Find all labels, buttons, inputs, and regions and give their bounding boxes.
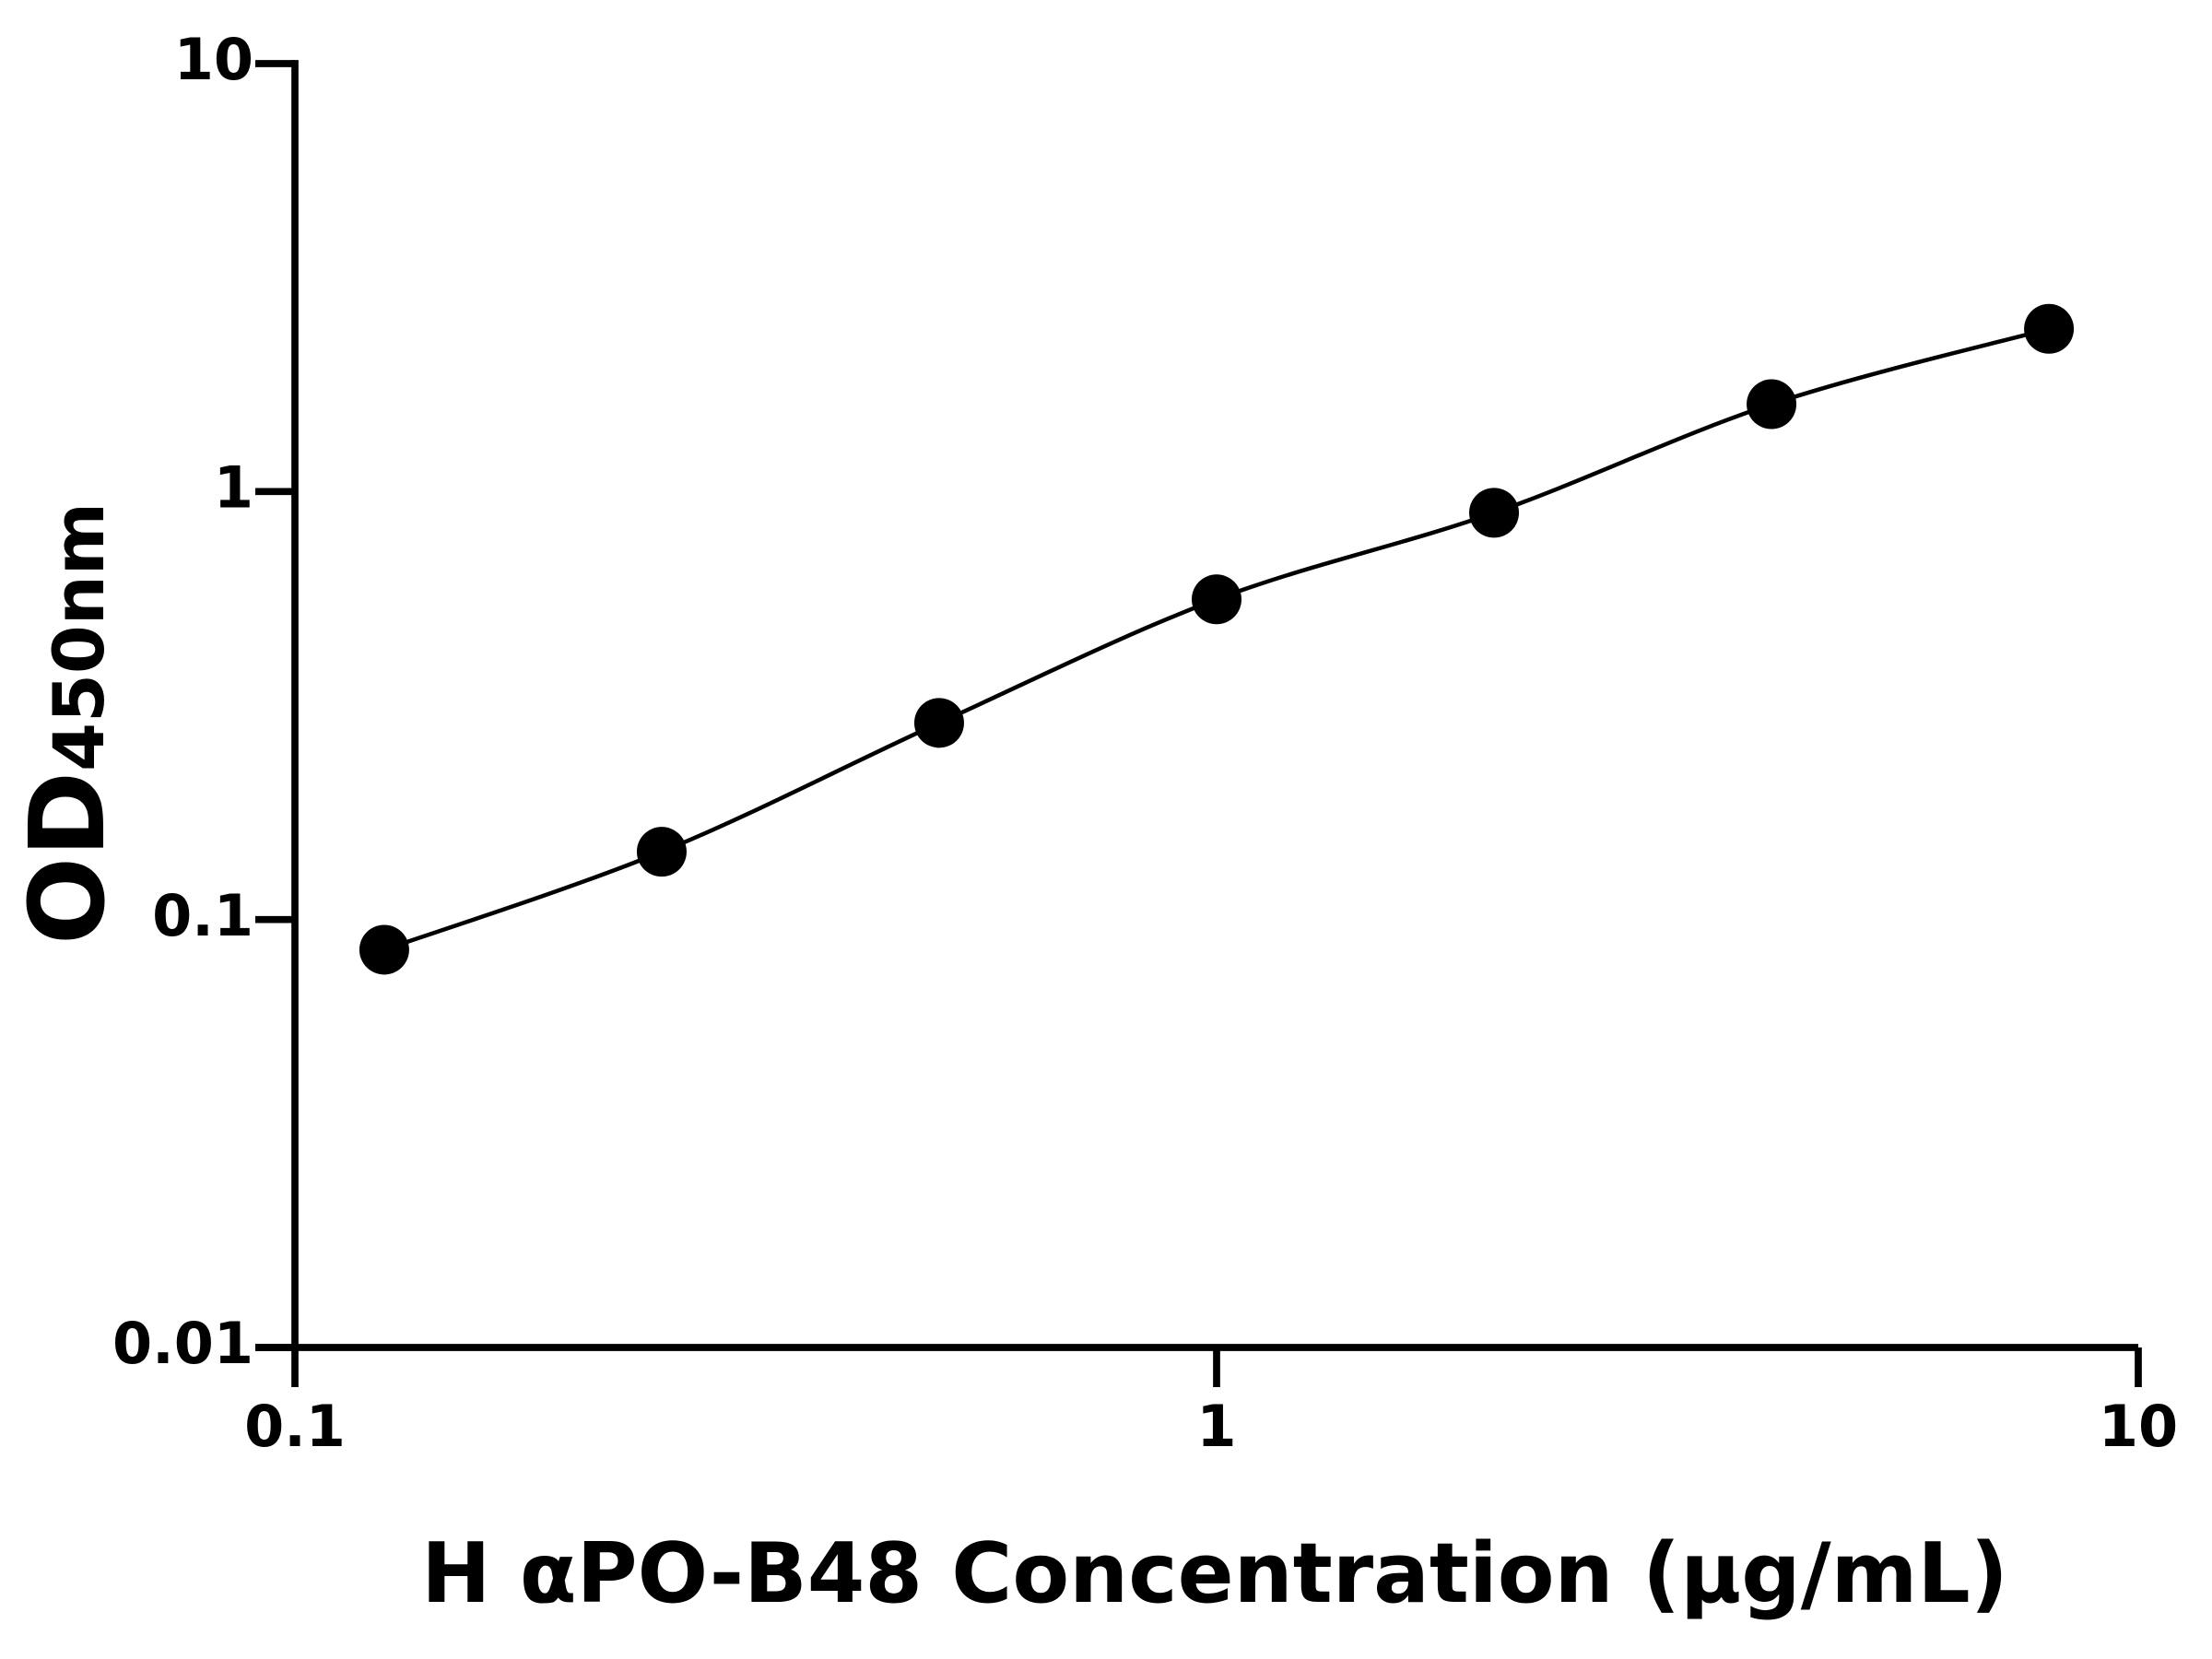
y-axis-label-main: OD [8,771,128,945]
data-point [2024,303,2075,354]
y-tick-label: 0.01 [112,1310,253,1377]
fit-curve [383,326,2050,952]
data-point [1747,379,1797,429]
data-point [1469,488,1520,538]
data-point [913,698,964,748]
y-tick-label: 10 [174,26,253,93]
y-tick-label: 0.1 [152,882,253,949]
data-point [1192,574,1241,625]
x-tick-label: 1 [1196,1393,1236,1460]
y-tick-label: 1 [214,453,253,521]
data-point [636,827,687,877]
y-axis-label: OD450nm [8,502,128,945]
data-point [359,924,409,975]
x-axis-label: H αPO-B48 Concentration (μg/mL) [421,1525,2008,1622]
y-axis-label-subscript: 450nm [38,502,120,771]
x-tick-label: 0.1 [244,1393,346,1460]
x-tick-label: 10 [2099,1393,2178,1460]
